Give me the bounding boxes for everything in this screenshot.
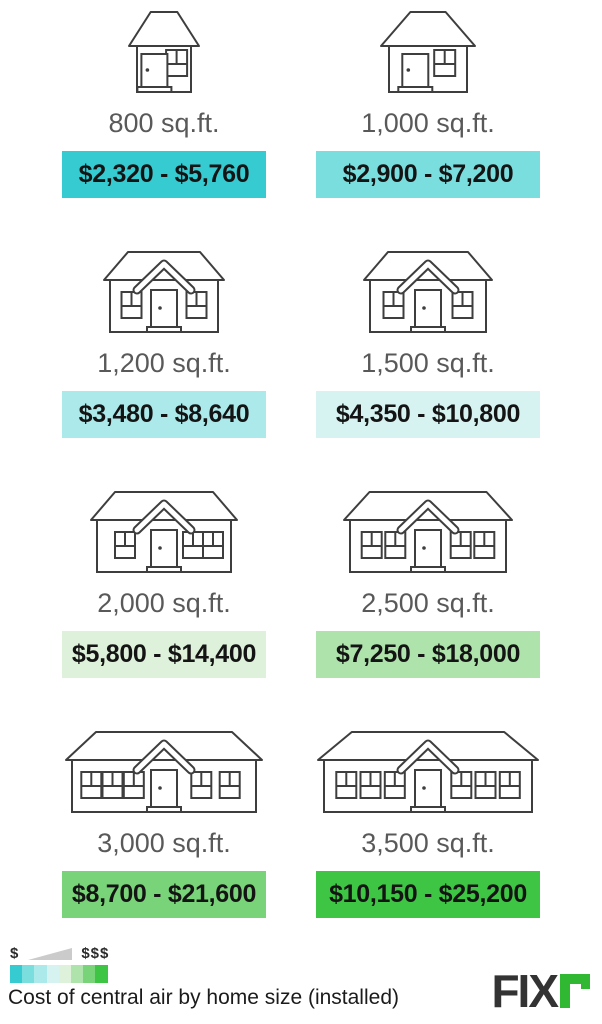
size-label: 3,500 sq.ft. — [361, 828, 495, 858]
price-band: $7,250 - $18,000 — [316, 631, 540, 678]
fixr-logo: FIX — [491, 965, 590, 1017]
house-icon-box — [342, 488, 514, 576]
house-icon-box — [64, 728, 264, 816]
scale-row: $ $$$ — [10, 944, 110, 962]
house-icon-box — [316, 728, 540, 816]
footer: $ $$$ Cost of central air by home size (… — [0, 940, 602, 1024]
size-cost-cell: 800 sq.ft. $2,320 - $5,760 — [62, 0, 266, 240]
legend-swatch — [95, 965, 108, 983]
price-range: $2,320 - $5,760 — [78, 160, 250, 188]
house-icon — [65, 731, 263, 813]
size-cost-cell: 3,500 sq.ft. $10,150 - $25,200 — [316, 720, 540, 960]
low-cost-label: $ — [10, 945, 20, 962]
legend-swatch — [10, 965, 23, 983]
price-band: $5,800 - $14,400 — [62, 631, 266, 678]
size-cost-cell: 1,000 sq.ft. $2,900 - $7,200 — [316, 0, 540, 240]
size-cost-cell: 1,200 sq.ft. $3,480 - $8,640 — [62, 240, 266, 480]
house-icon — [363, 251, 493, 333]
house-icon-box — [127, 8, 201, 96]
house-icon — [343, 491, 513, 573]
legend-swatch — [83, 965, 96, 983]
size-label: 2,000 sq.ft. — [97, 588, 231, 618]
house-icon-box — [362, 248, 494, 336]
color-scale-bar — [10, 965, 109, 983]
price-band: $2,320 - $5,760 — [62, 151, 266, 198]
legend-swatch — [22, 965, 35, 983]
size-cost-cell: 2,000 sq.ft. $5,800 - $14,400 — [62, 480, 266, 720]
price-range: $8,700 - $21,600 — [71, 880, 257, 908]
size-cost-cell: 2,500 sq.ft. $7,250 - $18,000 — [316, 480, 540, 720]
price-band: $2,900 - $7,200 — [316, 151, 540, 198]
house-icon-box — [379, 8, 477, 96]
house-icon-box — [102, 248, 226, 336]
price-range: $2,900 - $7,200 — [342, 160, 514, 188]
price-band: $10,150 - $25,200 — [316, 871, 540, 918]
cost-grid: 800 sq.ft. $2,320 - $5,760 1,000 sq.ft. … — [62, 0, 540, 960]
size-label: 1,000 sq.ft. — [361, 108, 495, 138]
high-cost-label: $$$ — [81, 945, 110, 962]
size-cost-cell: 3,000 sq.ft. $8,700 - $21,600 — [62, 720, 266, 960]
size-label: 1,200 sq.ft. — [97, 348, 231, 378]
size-label: 2,500 sq.ft. — [361, 588, 495, 618]
cost-scale-legend: $ $$$ — [10, 944, 109, 983]
price-range: $4,350 - $10,800 — [335, 400, 521, 428]
house-icon — [90, 491, 238, 573]
house-icon — [103, 251, 225, 333]
price-range: $10,150 - $25,200 — [329, 880, 527, 908]
house-icon — [380, 11, 476, 93]
fixr-logo-r-icon — [560, 974, 590, 1008]
price-band: $3,480 - $8,640 — [62, 391, 266, 438]
cost-ramp-triangle-icon — [28, 948, 73, 960]
price-band: $8,700 - $21,600 — [62, 871, 266, 918]
house-icon — [128, 11, 200, 93]
caption: Cost of central air by home size (instal… — [8, 986, 399, 1009]
size-label: 800 sq.ft. — [108, 108, 220, 138]
size-label: 3,000 sq.ft. — [97, 828, 231, 858]
legend-swatch — [46, 965, 59, 983]
fixr-logo-text: FIX — [491, 965, 559, 1017]
price-range: $5,800 - $14,400 — [71, 640, 257, 668]
price-band: $4,350 - $10,800 — [316, 391, 540, 438]
size-cost-cell: 1,500 sq.ft. $4,350 - $10,800 — [316, 240, 540, 480]
legend-swatch — [58, 965, 71, 983]
size-label: 1,500 sq.ft. — [361, 348, 495, 378]
price-range: $7,250 - $18,000 — [335, 640, 521, 668]
legend-swatch — [34, 965, 47, 983]
legend-swatch — [70, 965, 84, 983]
house-icon-box — [89, 488, 239, 576]
price-range: $3,480 - $8,640 — [78, 400, 250, 428]
house-icon — [317, 731, 539, 813]
